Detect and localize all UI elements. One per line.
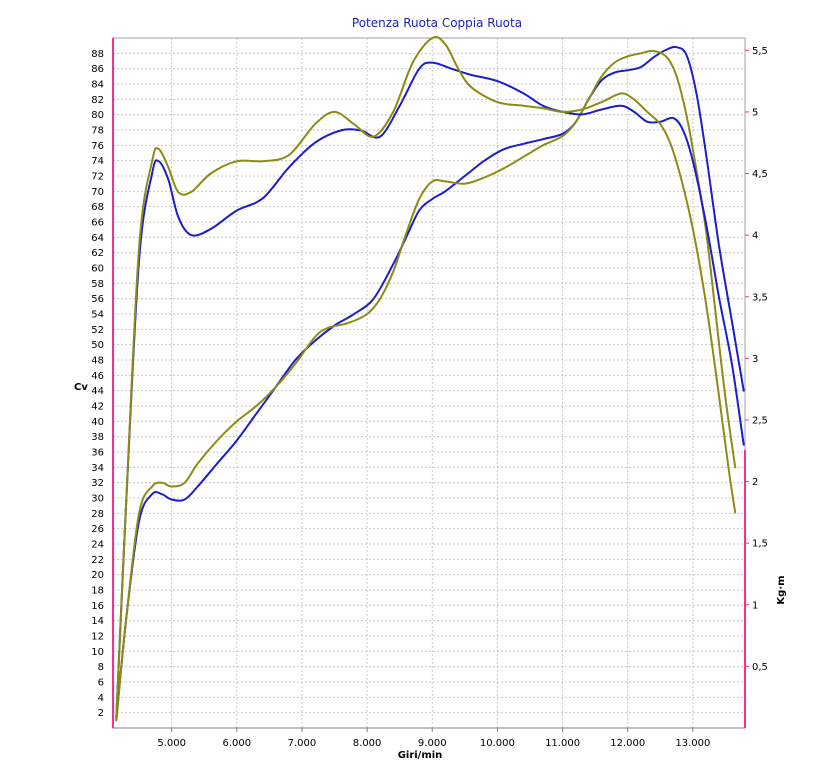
- x-ticks: 5.000 6.000 7.000 8.000 9.000 10.000 11.000 12.…: [157, 728, 710, 749]
- y-right-tick-label: 2: [752, 477, 758, 488]
- y-left-tick-label: 88: [91, 49, 104, 60]
- x-axis-title: Giri/min: [398, 750, 443, 761]
- x-tick-label: 5.000: [157, 738, 186, 749]
- y-right-tick-label: 4,5: [752, 169, 768, 180]
- y-left-tick-label: 56: [91, 294, 104, 305]
- x-tick-label: 13.000: [675, 738, 710, 749]
- x-tick-label: 12.000: [610, 738, 645, 749]
- y-right-tick-label: 2,5: [752, 415, 768, 426]
- y-left-tick-label: 24: [91, 540, 104, 551]
- y-left-tick-label: 54: [91, 310, 104, 321]
- y-left-tick-label: 80: [91, 110, 104, 121]
- y-left-tick-label: 16: [91, 601, 104, 612]
- y-left-tick-label: 4: [98, 693, 104, 704]
- y-right-axis-title: Kg·m: [776, 575, 787, 604]
- y-left-tick-label: 66: [91, 218, 104, 229]
- y-left-tick-label: 70: [91, 187, 104, 198]
- y-left-tick-label: 64: [91, 233, 104, 244]
- x-tick-label: 11.000: [545, 738, 580, 749]
- y-left-tick-label: 62: [91, 248, 104, 259]
- x-tick-label: 8.000: [353, 738, 382, 749]
- y-right-tick-label: 3: [752, 354, 758, 365]
- y-left-tick-label: 42: [91, 402, 104, 413]
- y-left-tick-label: 22: [91, 555, 104, 566]
- y-left-tick-label: 38: [91, 432, 104, 443]
- y-left-tick-label: 36: [91, 448, 104, 459]
- y-left-tick-label: 6: [98, 678, 104, 689]
- series-line-power-0: [115, 45, 745, 722]
- x-tick-label: 10.000: [480, 738, 515, 749]
- y-left-tick-label: 10: [91, 647, 104, 658]
- y-left-tick-label: 50: [91, 340, 104, 351]
- y-left-tick-label: 78: [91, 126, 104, 137]
- y-left-tick-label: 12: [91, 632, 104, 643]
- y-right-tick-label: 1: [752, 600, 758, 611]
- y-left-axis-title: Cv: [74, 382, 88, 393]
- y-left-tick-label: 34: [91, 463, 104, 474]
- y-left-tick-label: 18: [91, 586, 104, 597]
- y-left-tick-label: 52: [91, 325, 104, 336]
- y-right-tick-label: 4: [752, 231, 758, 242]
- y-right-tick-label: 5: [752, 107, 758, 118]
- x-tick-label: 7.000: [288, 738, 317, 749]
- chart-title: Potenza Ruota Coppia Ruota: [352, 16, 522, 30]
- x-tick-label: 6.000: [222, 738, 251, 749]
- y-right-tick-label: 1,5: [752, 539, 768, 550]
- y-left-tick-label: 26: [91, 524, 104, 535]
- y-left-tick-label: 82: [91, 95, 104, 106]
- y-right-tick-label: 5,5: [752, 46, 768, 57]
- y-left-tick-label: 60: [91, 264, 104, 275]
- y-left-tick-label: 30: [91, 494, 104, 505]
- x-tick-label: 9.000: [418, 738, 447, 749]
- y-right-ticks: 0,5 1 1,5 2 2,5 3 3,5 4 4,5 5 5,5: [745, 46, 768, 673]
- y-left-tick-label: 68: [91, 202, 104, 213]
- y-left-tick-label: 86: [91, 64, 104, 75]
- y-right-tick-label: 3,5: [752, 292, 768, 303]
- y-left-tick-label: 28: [91, 509, 104, 520]
- y-left-tick-label: 2: [98, 708, 104, 719]
- series-line-torque-2: [115, 61, 745, 720]
- series-line-torque-3: [115, 35, 737, 720]
- y-right-tick-label: 0,5: [752, 662, 768, 673]
- y-left-tick-label: 44: [91, 386, 104, 397]
- y-left-tick-label: 40: [91, 417, 104, 428]
- y-left-tick-label: 20: [91, 570, 104, 581]
- y-left-tick-label: 32: [91, 478, 104, 489]
- y-left-tick-label: 84: [91, 80, 104, 91]
- y-left-tick-label: 58: [91, 279, 104, 290]
- series-line-power-1: [115, 49, 737, 722]
- y-left-ticks: 2468101214161820222426283032343638404244…: [91, 49, 104, 719]
- y-left-tick-label: 14: [91, 616, 104, 627]
- y-left-tick-label: 8: [98, 662, 104, 673]
- y-left-tick-label: 76: [91, 141, 104, 152]
- series-layer: [115, 35, 745, 722]
- y-left-tick-label: 48: [91, 356, 104, 367]
- y-left-tick-label: 46: [91, 371, 104, 382]
- y-left-tick-label: 74: [91, 156, 104, 167]
- plot-frame: [112, 37, 746, 729]
- grid: [113, 38, 745, 728]
- y-left-tick-label: 72: [91, 172, 104, 183]
